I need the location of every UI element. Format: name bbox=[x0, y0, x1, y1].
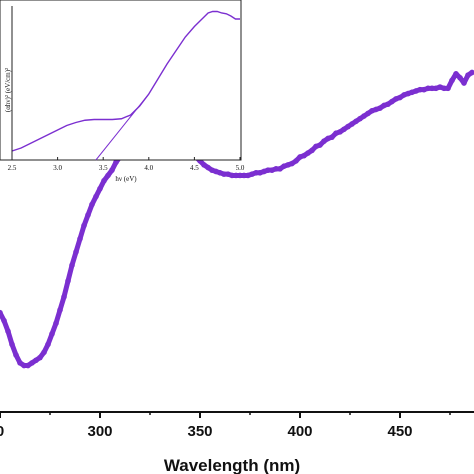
data-point bbox=[309, 147, 315, 154]
data-point bbox=[453, 71, 459, 77]
data-point bbox=[417, 86, 423, 93]
data-point bbox=[397, 94, 403, 101]
data-point bbox=[37, 354, 43, 361]
data-point bbox=[465, 72, 471, 78]
tauc-series bbox=[11, 10, 240, 161]
data-point bbox=[445, 85, 451, 92]
data-point bbox=[341, 126, 347, 133]
data-point bbox=[21, 362, 27, 369]
data-point bbox=[233, 172, 239, 179]
x-tick-label: 400 bbox=[287, 423, 312, 440]
data-point bbox=[57, 307, 63, 313]
data-point bbox=[5, 328, 11, 335]
inset-x-tick-label: 3.5 bbox=[99, 164, 108, 172]
data-point bbox=[89, 201, 95, 208]
data-point bbox=[229, 172, 235, 179]
data-point bbox=[461, 80, 467, 86]
data-point bbox=[205, 164, 211, 171]
data-point bbox=[65, 278, 71, 284]
data-point bbox=[321, 138, 327, 144]
data-point bbox=[429, 85, 435, 92]
data-point bbox=[49, 331, 55, 337]
data-point bbox=[29, 360, 35, 366]
data-point bbox=[85, 212, 91, 218]
data-point bbox=[469, 69, 474, 76]
data-point bbox=[253, 170, 259, 176]
data-point bbox=[77, 236, 83, 242]
x-tick-labels: 0 300 350 400 450 bbox=[0, 412, 451, 440]
data-point bbox=[109, 167, 115, 173]
data-point bbox=[221, 171, 227, 177]
inset-x-tick-label: 2.5 bbox=[8, 164, 17, 172]
data-point bbox=[33, 357, 39, 364]
data-point bbox=[293, 158, 299, 164]
inset-x-tick-label: 3.0 bbox=[53, 164, 62, 172]
inset-x-tick-label: 4.0 bbox=[144, 164, 153, 172]
data-point bbox=[457, 74, 463, 81]
data-point bbox=[201, 162, 207, 168]
data-point bbox=[13, 352, 19, 358]
data-point bbox=[425, 85, 431, 92]
data-point bbox=[329, 134, 335, 140]
data-point bbox=[25, 362, 31, 369]
inset-x-axis-title: hν (eV) bbox=[115, 175, 137, 183]
data-point bbox=[441, 85, 447, 92]
inset-x-tick-labels: 2.5 3.0 3.5 4.0 4.5 5.0 bbox=[8, 6, 245, 172]
data-point bbox=[277, 166, 283, 172]
data-point bbox=[357, 115, 363, 122]
data-point bbox=[53, 320, 59, 327]
data-point bbox=[265, 167, 271, 173]
data-point bbox=[73, 249, 79, 255]
data-point bbox=[449, 77, 455, 84]
data-point bbox=[45, 341, 51, 348]
absorption-series bbox=[0, 69, 474, 369]
data-point bbox=[0, 309, 3, 316]
data-point bbox=[361, 113, 367, 119]
x-tick-label: 300 bbox=[87, 423, 112, 440]
data-point bbox=[97, 185, 103, 192]
x-tick-label: 350 bbox=[187, 423, 212, 440]
data-point bbox=[305, 150, 311, 156]
data-point bbox=[353, 118, 359, 125]
data-point bbox=[105, 172, 111, 179]
inset-x-tick-label: 4.5 bbox=[190, 164, 199, 172]
tauc-plot-inset: 2.5 3.0 3.5 4.0 4.5 5.0 hν (eV) (αhν)² (eV/cm… bbox=[0, 0, 245, 183]
tauc-fit-line bbox=[95, 93, 150, 161]
inset-y-axis-title: (αhν)² (eV/cm)² bbox=[4, 68, 12, 112]
data-point bbox=[289, 160, 295, 167]
inset-x-tick-label: 5.0 bbox=[236, 164, 245, 172]
data-point bbox=[113, 159, 119, 166]
data-point bbox=[9, 341, 15, 348]
data-point bbox=[385, 101, 391, 107]
inset-background bbox=[0, 0, 242, 161]
data-point bbox=[237, 172, 243, 179]
data-point bbox=[349, 121, 355, 127]
data-point bbox=[69, 262, 75, 269]
data-point bbox=[365, 110, 371, 117]
data-point bbox=[241, 172, 247, 179]
data-point bbox=[101, 177, 107, 184]
data-point bbox=[61, 294, 67, 300]
x-tick-label: 450 bbox=[387, 423, 412, 440]
data-point bbox=[337, 129, 343, 135]
data-point bbox=[93, 193, 99, 200]
data-point bbox=[81, 222, 87, 229]
data-point bbox=[273, 166, 279, 172]
x-axis-title: Wavelength (nm) bbox=[164, 456, 300, 474]
data-point bbox=[317, 142, 323, 148]
data-point bbox=[345, 123, 351, 130]
data-point bbox=[389, 98, 395, 105]
data-point bbox=[301, 152, 307, 159]
data-point bbox=[17, 360, 23, 366]
data-point bbox=[41, 349, 47, 356]
data-point bbox=[1, 317, 7, 324]
x-tick-label: 0 bbox=[0, 423, 4, 440]
data-point bbox=[377, 105, 383, 111]
